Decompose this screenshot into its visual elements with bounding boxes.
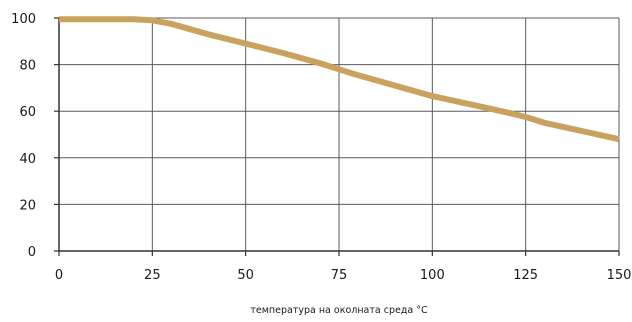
tick-labels: 0 25 50 75 100 125 150 0 20 40 60 80 100 bbox=[11, 12, 631, 283]
y-tick-label-3: 60 bbox=[19, 105, 36, 120]
y-tick-label-1: 20 bbox=[19, 198, 36, 213]
x-tick-label-4: 100 bbox=[420, 268, 445, 283]
series-layer bbox=[59, 16, 620, 143]
x-tick-label-1: 25 bbox=[144, 268, 161, 283]
y-tick-label-4: 80 bbox=[19, 59, 36, 74]
y-tick-label-5: 100 bbox=[11, 12, 36, 27]
x-tick-label-2: 50 bbox=[237, 268, 254, 283]
y-tick-label-2: 40 bbox=[19, 152, 36, 167]
x-tick-label-5: 125 bbox=[513, 268, 538, 283]
y-tick-label-0: 0 bbox=[28, 245, 36, 260]
series-line-0 bbox=[59, 16, 620, 143]
x-tick-label-3: 75 bbox=[331, 268, 348, 283]
x-tick-label-6: 150 bbox=[607, 268, 632, 283]
x-tick-label-0: 0 bbox=[55, 268, 63, 283]
axes bbox=[54, 17, 620, 256]
x-axis-title: температура на околната среда °C bbox=[250, 305, 428, 316]
grid-lines bbox=[58, 17, 620, 252]
